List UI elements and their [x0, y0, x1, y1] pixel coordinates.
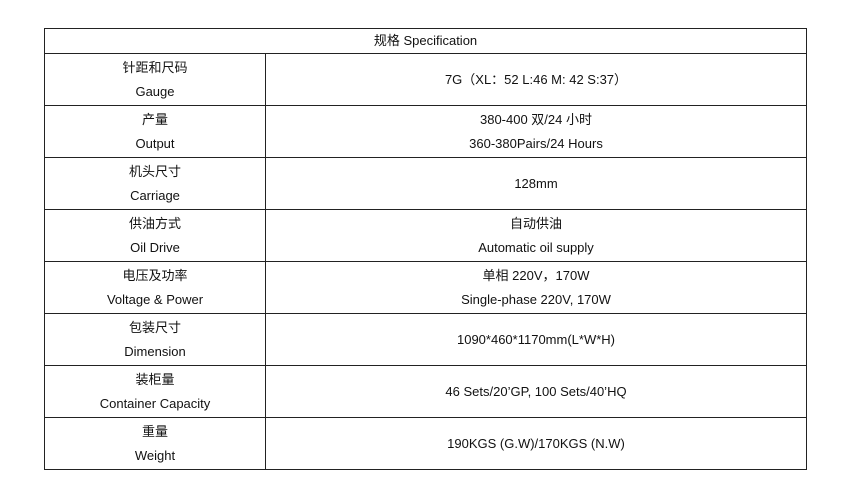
spec-value-line: 单相 220V，170W	[482, 267, 590, 283]
spec-value: 46 Sets/20’GP, 100 Sets/40’HQ	[265, 365, 807, 418]
spec-value-line: 1090*460*1170mm(L*W*H)	[456, 331, 615, 347]
spec-value-line: 360-380Pairs/24 Hours	[469, 135, 603, 151]
spec-label-cn: 装柜量	[135, 371, 175, 387]
spec-label-cn: 供油方式	[128, 215, 181, 231]
spec-value-line: 46 Sets/20’GP, 100 Sets/40’HQ	[445, 383, 627, 399]
spec-value: 7G（XL：52 L:46 M: 42 S:37）	[265, 53, 807, 106]
spec-value-line: Single-phase 220V, 170W	[461, 291, 611, 307]
spec-value: 380-400 双/24 小时 360-380Pairs/24 Hours	[265, 105, 807, 158]
table-row: 供油方式 Oil Drive 自动供油 Automatic oil supply	[44, 209, 807, 262]
spec-label-en: Weight	[134, 447, 176, 463]
spec-value: 128mm	[265, 157, 807, 210]
spec-label-cn: 重量	[141, 423, 168, 439]
spec-value-line: 7G（XL：52 L:46 M: 42 S:37）	[444, 71, 628, 87]
spec-label: 供油方式 Oil Drive	[44, 209, 266, 262]
spec-label-cn: 针距和尺码	[122, 59, 188, 75]
spec-label-en: Gauge	[135, 83, 175, 99]
spec-label-en: Container Capacity	[99, 395, 211, 411]
spec-label-en: Oil Drive	[130, 239, 180, 255]
table-row: 机头尺寸 Carriage 128mm	[44, 157, 807, 210]
table-row: 重量 Weight 190KGS (G.W)/170KGS (N.W)	[44, 417, 807, 470]
table-row: 装柜量 Container Capacity 46 Sets/20’GP, 100 …	[44, 365, 807, 418]
spec-value-line: 380-400 双/24 小时	[479, 111, 592, 127]
specification-table: 规格 Specification 针距和尺码 Gauge 7G（XL：52 L:46…	[44, 28, 807, 470]
spec-value-line: 自动供油	[509, 215, 562, 231]
spec-label-en: Voltage & Power	[106, 291, 204, 307]
spec-value: 1090*460*1170mm(L*W*H)	[265, 313, 807, 366]
spec-label: 装柜量 Container Capacity	[44, 365, 266, 418]
spec-value: 190KGS (G.W)/170KGS (N.W)	[265, 417, 807, 470]
spec-label: 包装尺寸 Dimension	[44, 313, 266, 366]
spec-value: 单相 220V，170W Single-phase 220V, 170W	[265, 261, 807, 314]
spec-label-cn: 机头尺寸	[128, 163, 181, 179]
spec-label-cn: 产量	[141, 111, 168, 127]
table-row: 包装尺寸 Dimension 1090*460*1170mm(L*W*H)	[44, 313, 807, 366]
spec-label-en: Output	[135, 135, 175, 151]
table-header-row: 规格 Specification	[44, 28, 807, 54]
spec-label: 机头尺寸 Carriage	[44, 157, 266, 210]
spec-label-cn: 包装尺寸	[128, 319, 181, 335]
spec-label-en: Carriage	[130, 187, 180, 203]
spec-label: 重量 Weight	[44, 417, 266, 470]
spec-value-line: Automatic oil supply	[478, 239, 594, 255]
spec-label-cn: 电压及功率	[122, 267, 188, 283]
spec-label: 针距和尺码 Gauge	[44, 53, 266, 106]
spec-label-en: Dimension	[124, 343, 186, 359]
spec-value: 自动供油 Automatic oil supply	[265, 209, 807, 262]
spec-value-line: 128mm	[514, 175, 558, 191]
table-row: 产量 Output 380-400 双/24 小时 360-380Pairs/24 H…	[44, 105, 807, 158]
spec-label: 电压及功率 Voltage & Power	[44, 261, 266, 314]
table-title: 规格 Specification	[44, 28, 807, 54]
table-row: 针距和尺码 Gauge 7G（XL：52 L:46 M: 42 S:37）	[44, 53, 807, 106]
spec-label: 产量 Output	[44, 105, 266, 158]
table-row: 电压及功率 Voltage & Power 单相 220V，170W Single-p…	[44, 261, 807, 314]
spec-value-line: 190KGS (G.W)/170KGS (N.W)	[447, 435, 625, 451]
